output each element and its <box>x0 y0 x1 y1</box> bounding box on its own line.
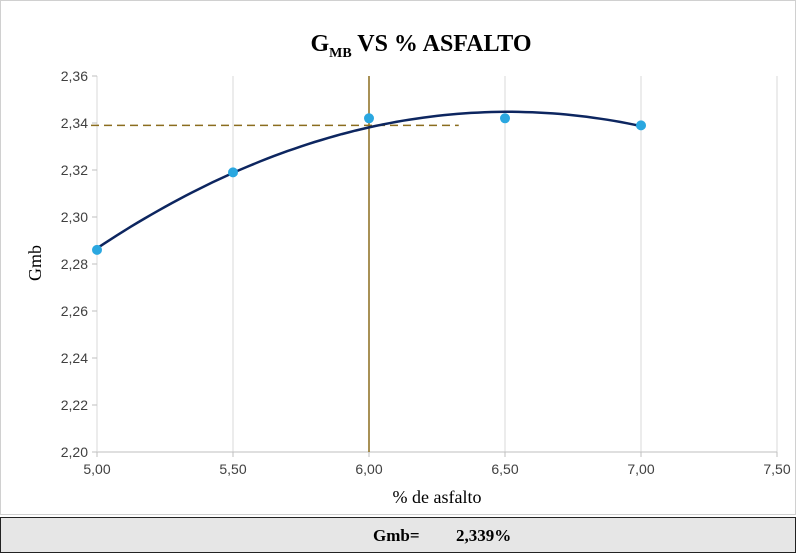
chart-title: GMB VS % ASFALTO <box>310 31 531 61</box>
gmb-chart: GMB VS % ASFALTO 5,00 5,50 6,00 6,50 7,00 7,5… <box>25 31 791 507</box>
x-tick-label-0: 5,00 <box>83 461 110 477</box>
x-tick-labels: 5,00 5,50 6,00 6,50 7,00 7,50 <box>83 461 790 477</box>
x-tick-label-1: 5,50 <box>219 461 246 477</box>
y-tick-label-4: 2,28 <box>61 256 88 272</box>
y-tick-label-5: 2,30 <box>61 209 88 225</box>
x-tick-label-5: 7,50 <box>763 461 790 477</box>
y-tick-label-7: 2,34 <box>61 115 88 131</box>
reference-lines <box>91 76 459 452</box>
x-tick-label-3: 6,50 <box>491 461 518 477</box>
y-axis-label: Gmb <box>25 245 45 281</box>
data-point-4 <box>636 120 646 131</box>
trendline-layer <box>96 110 642 250</box>
result-value: 2,339% <box>456 526 512 545</box>
chart-title-rest: VS % ASFALTO <box>352 31 532 57</box>
chart-title-subscript: MB <box>329 46 352 61</box>
y-tick-labels: 2,20 2,22 2,24 2,26 2,28 2,30 2,32 2,34 2,36 <box>61 68 88 460</box>
y-tick-label-6: 2,32 <box>61 162 88 178</box>
y-tick-label-3: 2,26 <box>61 303 88 319</box>
chart-title-main: G <box>310 31 329 57</box>
y-tick-label-0: 2,20 <box>61 444 88 460</box>
x-tick-label-4: 7,00 <box>627 461 654 477</box>
result-bar: Gmb= 2,339% <box>0 517 796 553</box>
data-points <box>92 113 646 255</box>
trendline-curve <box>96 110 642 250</box>
x-axis-label: % de asfalto <box>393 487 482 507</box>
data-point-2 <box>364 113 374 124</box>
data-point-1 <box>228 167 238 178</box>
y-tick-label-1: 2,22 <box>61 397 88 413</box>
data-point-0 <box>92 244 102 255</box>
x-tick-label-2: 6,00 <box>355 461 382 477</box>
y-tick-label-8: 2,36 <box>61 68 88 84</box>
data-point-3 <box>500 113 510 124</box>
chart-area: GMB VS % ASFALTO 5,00 5,50 6,00 6,50 7,00 7,5… <box>0 0 796 515</box>
y-tick-label-2: 2,24 <box>61 350 88 366</box>
grid-layer <box>92 75 778 457</box>
result-label: Gmb= <box>373 526 420 545</box>
